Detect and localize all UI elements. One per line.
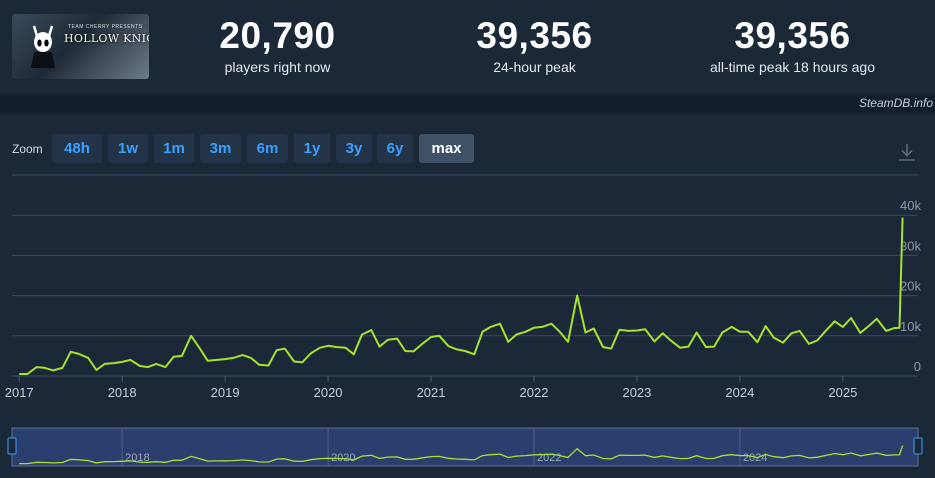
navigator-handle-left[interactable] (7, 437, 17, 455)
download-icon[interactable] (897, 142, 917, 162)
x-tick-label: 2022 (520, 385, 549, 400)
y-tick-label: 20k (900, 279, 921, 294)
zoom-button-max[interactable]: max (419, 134, 474, 163)
x-tick-label: 2023 (622, 385, 651, 400)
zoom-button-1m[interactable]: 1m (154, 134, 194, 163)
zoom-button-3m[interactable]: 3m (200, 134, 241, 163)
chart-panel: Zoom 48h 1w 1m 3m 6m 1y 3y 6y max 0 10k 20… (0, 114, 935, 478)
y-tick-label: 30k (900, 238, 921, 253)
stat-value: 20,790 (219, 15, 336, 56)
stat-label: all-time peak 18 hours ago (710, 59, 875, 75)
zoom-button-6y[interactable]: 6y (377, 134, 413, 163)
x-tick-label: 2018 (108, 385, 137, 400)
stat-value: 39,356 (476, 15, 593, 56)
credit-bar: SteamDB.info (0, 94, 935, 114)
stat-label: 24-hour peak (493, 59, 576, 75)
y-tick-label: 10k (900, 319, 921, 334)
game-capsule-image[interactable]: TEAM CHERRY PRESENTS HOLLOW KNIGHT (12, 14, 149, 79)
x-tick-label: 2025 (828, 385, 857, 400)
logo-subtitle: TEAM CHERRY PRESENTS (68, 24, 143, 30)
zoom-button-1y[interactable]: 1y (294, 134, 330, 163)
x-tick-label: 2020 (314, 385, 343, 400)
steamdb-credit[interactable]: SteamDB.info (858, 96, 933, 110)
navigator-handle-right[interactable] (913, 437, 923, 455)
stats-header: TEAM CHERRY PRESENTS HOLLOW KNIGHT 20,79… (0, 0, 935, 94)
zoom-label: Zoom (12, 142, 43, 156)
stat-24h-peak: 39,356 24-hour peak (447, 14, 622, 76)
player-count-line (19, 217, 904, 375)
player-count-chart[interactable]: 0 10k 20k 30k 40k 2017 2018 2019 2020 2021 2022 202… (0, 169, 935, 409)
zoom-button-3y[interactable]: 3y (336, 134, 372, 163)
zoom-button-6m[interactable]: 6m (247, 134, 288, 163)
x-tick-label: 2017 (5, 385, 34, 400)
x-tick-label: 2021 (417, 385, 446, 400)
zoom-button-1w[interactable]: 1w (108, 134, 148, 163)
stat-value: 39,356 (734, 15, 851, 56)
stat-current-players: 20,790 players right now (190, 14, 365, 76)
y-tick-label: 40k (900, 198, 921, 213)
hollow-knight-icon (31, 25, 55, 68)
x-tick-label: 2024 (725, 385, 754, 400)
stat-all-time-peak: 39,356 all-time peak 18 hours ago (690, 14, 895, 76)
navigator-line (19, 445, 904, 465)
stat-label: players right now (224, 59, 331, 75)
navigator-tick-label: 2024 (743, 452, 767, 464)
y-tick-label: 0 (914, 359, 921, 374)
game-logo-text: HOLLOW KNIGHT (64, 32, 149, 45)
x-tick-label: 2019 (211, 385, 240, 400)
chart-navigator[interactable]: 2018 2020 2022 2024 (0, 426, 935, 478)
zoom-button-48h[interactable]: 48h (52, 134, 102, 163)
